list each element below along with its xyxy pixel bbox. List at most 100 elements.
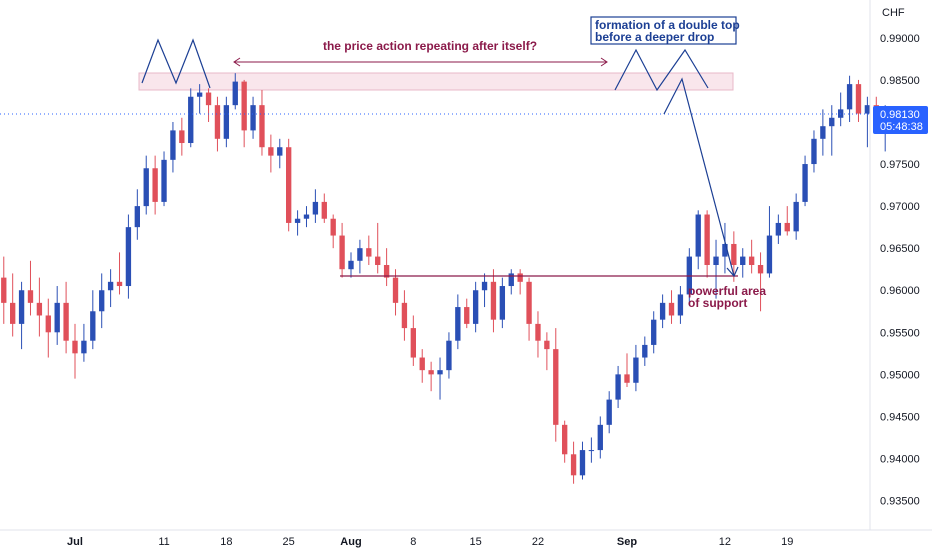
current-price-value: 0.98130 xyxy=(880,109,920,121)
candle-body xyxy=(330,218,336,236)
candle-body xyxy=(793,201,799,232)
candle xyxy=(1,256,7,324)
candle xyxy=(829,105,835,156)
candle-body xyxy=(740,256,746,265)
candle-body xyxy=(125,227,132,287)
candle-body xyxy=(668,302,675,316)
candle xyxy=(464,298,470,329)
support-annotation-line2: of support xyxy=(688,296,747,310)
candle-body xyxy=(259,105,265,148)
candle-body xyxy=(544,340,550,350)
projection-path xyxy=(663,77,735,277)
candle-body xyxy=(820,126,826,139)
candle-body xyxy=(508,273,514,287)
double-top-annotation-line1: formation of a double top xyxy=(595,18,740,32)
candle-body xyxy=(90,311,96,341)
candle-body xyxy=(161,159,167,202)
price-tick-label: 0.98500 xyxy=(880,75,920,87)
candle xyxy=(455,294,461,350)
candle xyxy=(864,96,871,148)
candle xyxy=(10,273,16,337)
candle xyxy=(553,328,559,442)
candle-body xyxy=(10,302,16,324)
candle xyxy=(250,96,256,139)
candle-body xyxy=(27,290,34,303)
candle-body xyxy=(526,281,532,324)
candle xyxy=(134,189,140,240)
candle xyxy=(348,252,354,278)
support-annotation-line1: powerful area xyxy=(688,284,766,298)
candle xyxy=(820,109,826,156)
price-tick-label: 0.97000 xyxy=(880,201,920,213)
candle-body xyxy=(419,357,425,371)
candle-body xyxy=(606,399,612,425)
candle xyxy=(90,290,96,350)
double-top-annotation-line2: before a deeper drop xyxy=(595,30,714,44)
candle-body xyxy=(775,222,782,236)
candle xyxy=(152,155,158,215)
candle xyxy=(579,441,586,480)
time-axis[interactable]: Jul 11 18 25 Aug 8 15 22 Sep 12 19 xyxy=(67,536,793,548)
candle-body xyxy=(472,290,479,324)
candle xyxy=(651,311,657,354)
candle-body xyxy=(535,323,541,341)
candle xyxy=(481,273,488,308)
price-axis[interactable]: 0.990000.985000.980000.975000.970000.965… xyxy=(880,33,920,508)
candle-body xyxy=(312,201,319,215)
candle-body xyxy=(357,248,363,261)
candle-body xyxy=(553,349,559,425)
candle xyxy=(375,222,381,274)
candle-body xyxy=(659,302,666,320)
candle xyxy=(677,286,684,324)
candle-body xyxy=(722,243,728,257)
candle-body xyxy=(588,450,595,452)
candle-body xyxy=(152,168,158,202)
candle xyxy=(802,155,808,207)
candle-body xyxy=(579,450,586,476)
candle xyxy=(81,323,87,362)
candle-body xyxy=(392,277,399,303)
candle-body xyxy=(695,214,701,257)
candle xyxy=(846,75,853,122)
candle xyxy=(401,290,408,341)
candle-body xyxy=(490,281,497,320)
candle xyxy=(535,311,541,358)
candle xyxy=(570,441,577,484)
candle xyxy=(811,130,817,173)
candle-body xyxy=(72,340,78,354)
candle xyxy=(748,239,755,274)
candle xyxy=(294,210,301,236)
candle xyxy=(392,269,399,316)
candle-body xyxy=(517,273,523,282)
countdown-value: 05:48:38 xyxy=(880,121,923,133)
candle xyxy=(27,260,34,316)
candle-body xyxy=(864,105,871,114)
candle-body xyxy=(651,319,657,345)
candle-body xyxy=(214,105,221,139)
candles xyxy=(1,73,897,484)
price-tick-label: 0.95500 xyxy=(880,327,920,339)
candle-body xyxy=(499,286,506,320)
candle xyxy=(321,193,327,223)
candle xyxy=(366,235,372,265)
candle xyxy=(18,281,25,350)
candle-body xyxy=(829,117,835,127)
candle xyxy=(214,96,221,152)
candle-body xyxy=(455,307,461,341)
candle xyxy=(704,210,710,278)
candle-body xyxy=(401,302,408,329)
candle xyxy=(757,252,764,312)
candle xyxy=(72,323,78,379)
candle xyxy=(268,134,274,173)
candle xyxy=(446,332,452,379)
repeat-annotation: the price action repeating after itself? xyxy=(323,39,537,53)
candle xyxy=(223,96,230,148)
candle xyxy=(855,79,862,122)
candle-body xyxy=(232,81,238,106)
candle xyxy=(499,277,506,329)
price-tick-label: 0.96500 xyxy=(880,243,920,255)
candle xyxy=(277,138,283,169)
time-tick-label: 8 xyxy=(410,536,416,548)
candle xyxy=(437,357,443,400)
